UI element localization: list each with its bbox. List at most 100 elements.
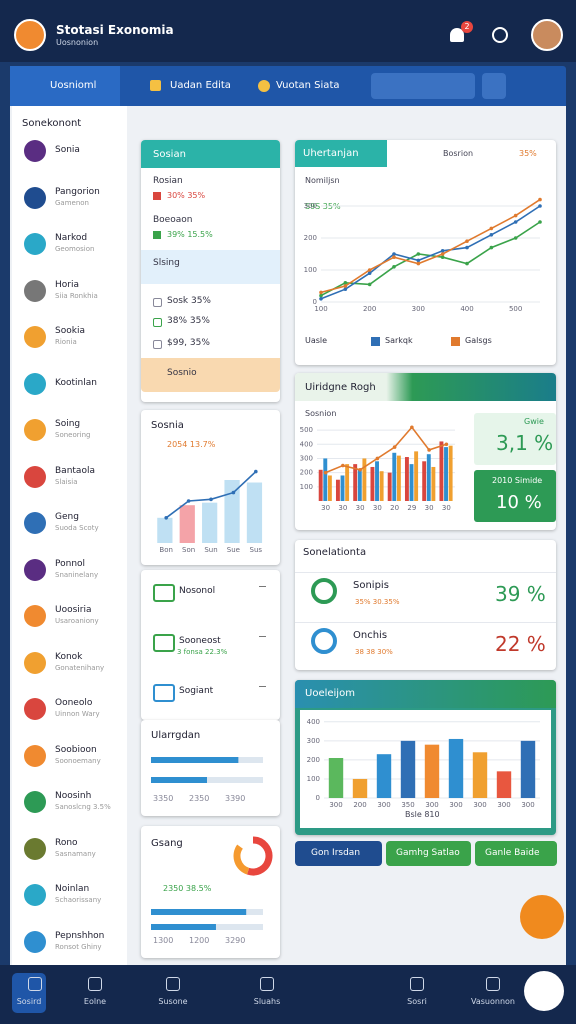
x-tick-label: 300 [425,801,438,809]
point [440,255,445,259]
button[interactable]: Gon Irsdan [295,841,382,866]
sidebar-item[interactable]: Bantaola [55,465,95,476]
sidebar-icon [24,837,46,860]
point [367,282,372,287]
point [323,470,328,475]
row-bg [295,572,556,617]
sidebar-item[interactable]: Rono [55,837,78,848]
sidebar-item[interactable]: Pepnshhon [55,930,105,941]
sidebar-item[interactable]: Sonia [55,145,80,155]
list-icon [153,634,175,652]
sidebar-item[interactable]: Ooneolo [55,698,93,708]
search-box[interactable] [371,73,475,99]
sidebar-sub: Suoda Scoty [55,524,99,532]
notifications[interactable] [450,28,464,42]
sidebar-item[interactable]: Kootinlan [55,377,97,388]
close[interactable] [259,686,266,694]
point [254,469,258,474]
avatar[interactable] [531,19,563,51]
toolbar-icon [258,80,270,92]
point [427,448,431,452]
button[interactable]: Ganle Baide [475,841,557,866]
close[interactable] [259,636,266,644]
toolbar-item[interactable]: Uosnioml [50,80,97,91]
profile[interactable] [524,971,564,1011]
point [392,265,396,269]
nav-label[interactable]: Vasuonnon [471,997,515,1006]
button-label: Ganle Baide [485,848,540,858]
nav-label[interactable]: Sosird [16,997,42,1006]
bar [520,740,536,798]
bar [431,466,436,501]
sidebar-item[interactable]: Sookia [55,326,85,336]
sidebar-item[interactable]: Uoosiria [55,605,92,615]
search-button[interactable] [482,73,506,99]
row-name: Onchis [353,630,388,641]
nav-label[interactable]: Eolne [83,997,107,1006]
legend: Uasle Sarkqk Galsgs [305,336,545,350]
chart-subtitle: Nomiljsn [305,176,340,185]
app-subtitle: Uosnonion [56,38,99,47]
y-tick-label: 400 [307,718,320,726]
list-sub: 3 fonsa 22.3% [177,648,228,656]
row-bg [295,622,556,667]
row-icon [311,578,337,604]
bar [375,461,379,501]
sidebar-heading: Sonekonont [22,118,82,129]
bar [379,471,384,501]
point [375,456,380,461]
sidebar-sub: Geomosion [55,245,95,253]
bar [387,472,392,501]
progress [151,757,263,783]
button[interactable]: Gamhg Satlao [386,841,471,866]
x-tick-label: Son [182,546,195,554]
sidebar-icon [24,419,46,441]
sidebar-item[interactable]: Soobioon [55,744,97,755]
x-tick-label: Sue [227,546,240,554]
nav-label[interactable]: Susone [158,997,188,1006]
nav-label[interactable]: Sosri [407,997,427,1006]
x-tick-label: 30 [442,504,451,512]
sidebar-icon [24,744,46,767]
nav-label[interactable]: Sluahs [253,997,281,1006]
donut-slice [246,836,273,876]
x-tick-label: Sun [204,546,217,554]
x-tick-label: 30 [338,504,347,512]
legend-label: Sarkqk [385,336,413,345]
list-label: Nosonol [179,586,216,596]
y-tick-label: 300 [304,202,317,210]
sidebar-item[interactable]: Geng [55,512,79,522]
x-tick-label: 300 [473,801,486,809]
sidebar-item[interactable]: Horia [55,279,79,290]
bar [426,454,431,501]
chart-subtitle: Sosnion [305,409,337,418]
row-icon [153,340,162,349]
fab[interactable] [520,895,564,939]
search-icon[interactable] [492,27,508,43]
x-tick-label: Sus [250,546,263,554]
x-tick-label: 100 [314,305,327,313]
sidebar-item[interactable]: Narkod [55,233,88,243]
sidebar-item[interactable]: Soing [55,419,81,429]
sidebar-item[interactable]: Noosinh [55,791,92,801]
sidebar-item[interactable]: Konok [55,651,83,662]
x-tick-label: 30 [425,504,434,512]
toolbar-item[interactable]: Vuotan Siata [276,80,340,91]
close[interactable] [259,586,266,594]
x-tick-label: 200 [363,305,376,313]
sidebar-item[interactable]: Noinlan [55,884,90,894]
card-tag[interactable]: Bosrion [443,149,474,158]
toolbar-item[interactable]: Uadan Edita [170,80,231,91]
sidebar-sub: Soneoring [55,431,91,439]
x-tick-label: 500 [509,305,522,313]
row-value: 39 % [495,582,546,606]
legend-label: Uasle [305,336,328,345]
button-label: Gon Irsdan [311,848,361,858]
sidebar-item[interactable]: Ponnol [55,558,86,569]
line [320,198,541,294]
point [343,284,348,288]
bar-card: Uiridgne Rogh Sosnion 100 200 300 400 500 30 3… [295,373,556,530]
sidebar-item[interactable]: Pangorion [55,186,100,197]
point [410,425,414,430]
